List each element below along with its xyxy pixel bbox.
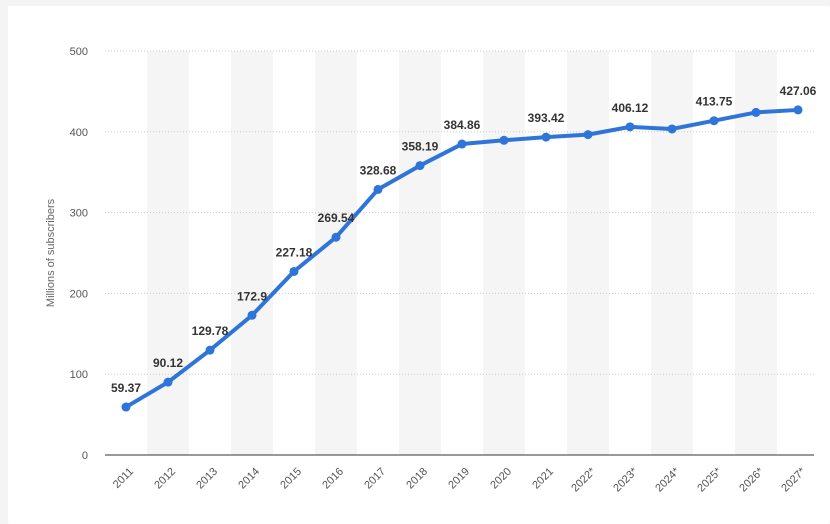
alternating-bands bbox=[147, 51, 777, 455]
data-label-2016: 269.54 bbox=[318, 211, 355, 225]
y-tick-label: 200 bbox=[70, 288, 88, 300]
data-label-2014: 172.9 bbox=[237, 289, 267, 303]
y-tick-label: 400 bbox=[70, 127, 88, 139]
band-2014 bbox=[231, 51, 273, 455]
data-label-2012: 90.12 bbox=[153, 356, 183, 370]
x-tick-label: 2011 bbox=[111, 466, 136, 491]
x-tick-label: 2023* bbox=[611, 465, 640, 494]
x-tick-label: 2027* bbox=[779, 465, 808, 494]
data-label-2017: 328.68 bbox=[360, 163, 397, 177]
data-label-2021: 393.42 bbox=[528, 111, 565, 125]
data-point-2020[interactable] bbox=[499, 135, 509, 145]
x-tick-label: 2018 bbox=[404, 466, 430, 492]
x-tick-label: 2024* bbox=[653, 465, 682, 494]
gridlines bbox=[105, 50, 814, 375]
data-point-2026*[interactable] bbox=[751, 107, 761, 117]
y-tick-label: 100 bbox=[70, 369, 88, 381]
data-point-2024*[interactable] bbox=[667, 124, 677, 134]
data-point-2022*[interactable] bbox=[583, 130, 593, 140]
x-tick-label: 2022* bbox=[569, 465, 598, 494]
data-label-2013: 129.78 bbox=[192, 324, 229, 338]
data-point-2023*[interactable] bbox=[625, 122, 635, 132]
data-label-2019: 384.86 bbox=[444, 118, 481, 132]
data-label-2018: 358.19 bbox=[402, 140, 439, 154]
data-point-2018[interactable] bbox=[415, 161, 425, 171]
x-tick-label: 2021 bbox=[530, 466, 556, 492]
x-tick-label: 2020 bbox=[488, 466, 514, 492]
band-2022* bbox=[567, 51, 609, 455]
band-2016 bbox=[315, 51, 357, 455]
band-2020 bbox=[483, 51, 525, 455]
data-point-2019[interactable] bbox=[457, 139, 467, 149]
data-label-2025*: 413.75 bbox=[696, 95, 733, 109]
data-point-2015[interactable] bbox=[289, 266, 299, 276]
data-point-2013[interactable] bbox=[205, 345, 215, 355]
data-label-2015: 227.18 bbox=[276, 245, 313, 259]
y-tick-label: 0 bbox=[82, 450, 88, 462]
x-tick-label: 2026* bbox=[737, 465, 766, 494]
x-tick-label: 2014 bbox=[236, 466, 262, 492]
series-line bbox=[124, 107, 800, 410]
x-axis-ticks: 2011 2012 2013 2014 2015 2016 2017 2018 2019 2020… bbox=[111, 465, 809, 494]
data-point-2014[interactable] bbox=[247, 310, 257, 320]
band-2012 bbox=[147, 51, 189, 455]
x-tick-label: 2015 bbox=[278, 466, 304, 492]
x-tick-label: 2016 bbox=[320, 466, 346, 492]
band-2024* bbox=[651, 51, 693, 455]
y-axis-label: Millions of subscribers bbox=[45, 198, 57, 307]
data-point-2021[interactable] bbox=[541, 132, 551, 142]
data-point-2017[interactable] bbox=[373, 184, 383, 194]
data-label-2011: 59.37 bbox=[111, 381, 141, 395]
data-labels: 59.37 90.12 129.78 172.9 227.18 269.54 328.68 3… bbox=[111, 84, 817, 395]
band-2018 bbox=[399, 51, 441, 455]
data-point-2027*[interactable] bbox=[793, 105, 803, 115]
chart-card: 0 100 200 300 400 500 2011 2012 2013 2014 2015 201… bbox=[8, 6, 830, 524]
y-tick-label: 500 bbox=[70, 46, 88, 58]
x-tick-label: 2012 bbox=[152, 466, 178, 492]
x-tick-label: 2017 bbox=[362, 466, 388, 492]
data-point-2025*[interactable] bbox=[709, 116, 719, 126]
data-point-2016[interactable] bbox=[331, 232, 341, 242]
y-axis-ticks: 0 100 200 300 400 500 bbox=[70, 46, 88, 462]
data-label-2023*: 406.12 bbox=[612, 101, 649, 115]
data-point-2011[interactable] bbox=[121, 402, 131, 412]
data-point-2012[interactable] bbox=[163, 377, 173, 387]
series-layer bbox=[121, 105, 803, 412]
y-tick-label: 300 bbox=[70, 208, 88, 220]
x-tick-label: 2019 bbox=[446, 466, 472, 492]
x-tick-label: 2025* bbox=[695, 465, 724, 494]
x-tick-label: 2013 bbox=[194, 466, 220, 492]
band-2026* bbox=[735, 51, 777, 455]
data-label-2027*: 427.06 bbox=[780, 84, 817, 98]
